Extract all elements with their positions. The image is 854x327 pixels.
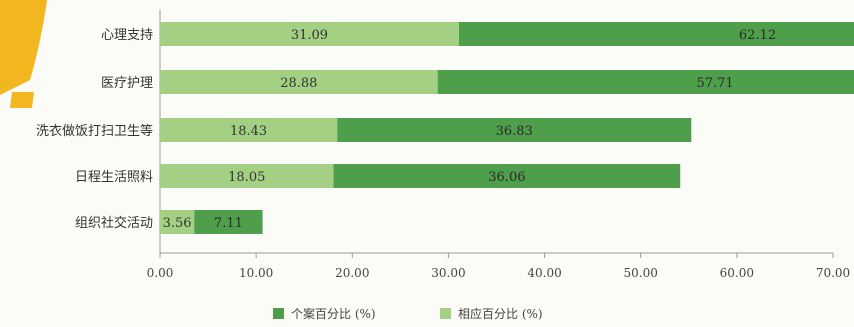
category-label: 日程生活照料 xyxy=(75,170,153,185)
bar-segment-response xyxy=(160,210,195,234)
x-tick-label: 50.00 xyxy=(624,266,658,280)
data-label: 36.06 xyxy=(488,170,525,185)
data-label: 28.88 xyxy=(280,76,317,91)
number-badge-decoration xyxy=(0,0,48,108)
x-tick-label: 60.00 xyxy=(720,266,754,280)
legend-swatch xyxy=(273,308,284,319)
x-tick-label: 10.00 xyxy=(239,266,273,280)
data-label: 3.56 xyxy=(163,216,192,231)
bar-segment-case xyxy=(337,118,692,142)
data-label: 57.71 xyxy=(696,76,733,91)
bar-segment-case xyxy=(458,22,854,46)
data-label: 18.43 xyxy=(230,124,267,139)
category-label: 洗衣做饭打扫卫生等 xyxy=(36,123,153,139)
data-label: 36.83 xyxy=(496,124,533,139)
bar-segment-case xyxy=(194,210,263,234)
data-label: 7.11 xyxy=(214,216,243,231)
bar-segment-case xyxy=(437,70,854,94)
data-label: 62.12 xyxy=(739,28,776,43)
category-label: 医疗护理 xyxy=(101,76,153,91)
legend-label: 相应百分比 (%) xyxy=(458,306,543,321)
x-tick-label: 70.00 xyxy=(816,266,850,280)
x-tick-label: 20.00 xyxy=(335,266,369,280)
bar-segment-response xyxy=(160,164,334,188)
data-label: 31.09 xyxy=(291,28,328,43)
legend-swatch xyxy=(440,308,451,319)
x-tick-label: 0.00 xyxy=(147,266,174,280)
bar-segment-response xyxy=(160,70,438,94)
bar-segment-response xyxy=(160,118,338,142)
data-label: 18.05 xyxy=(228,170,265,185)
bar-segment-response xyxy=(160,22,459,46)
x-tick-label: 30.00 xyxy=(431,266,465,280)
x-tick-label: 40.00 xyxy=(527,266,561,280)
bar-segment-case xyxy=(333,164,681,188)
category-label: 组织社交活动 xyxy=(75,215,153,231)
category-label: 心理支持 xyxy=(101,28,153,43)
legend-label: 个案百分比 (%) xyxy=(291,306,376,321)
